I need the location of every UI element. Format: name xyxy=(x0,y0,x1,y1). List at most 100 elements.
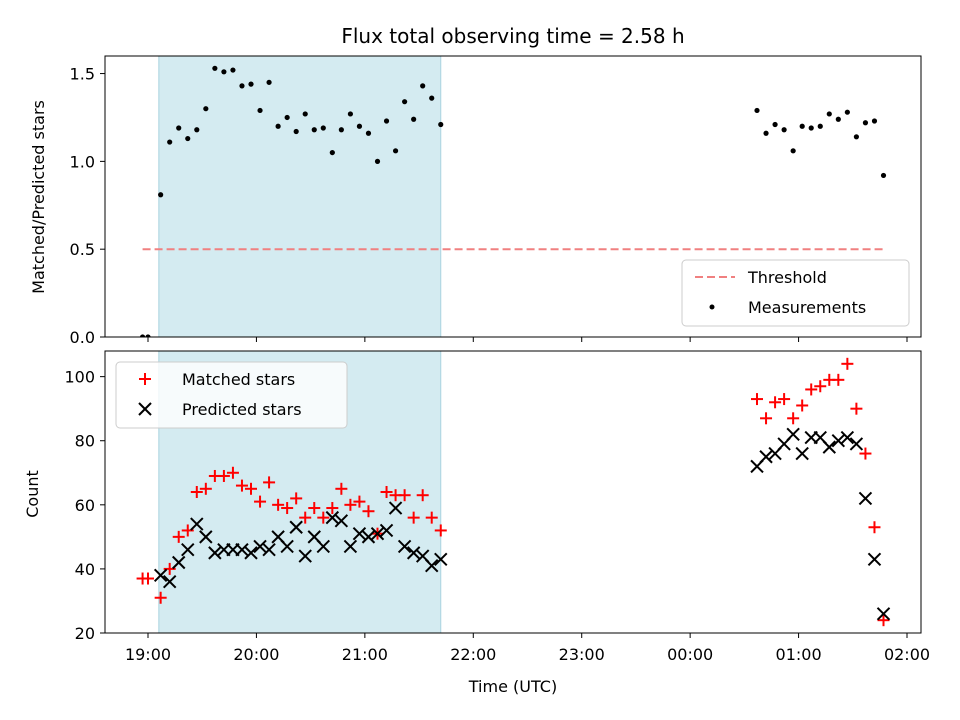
measurement-point xyxy=(338,127,344,133)
x-tick-label: 23:00 xyxy=(559,645,605,664)
matched-star-point xyxy=(190,486,203,498)
predicted-star-point xyxy=(235,542,249,557)
predicted-star-point xyxy=(822,440,836,454)
matched-star-point xyxy=(380,486,393,498)
predicted-star-point xyxy=(325,510,340,525)
measurement-point xyxy=(320,125,326,131)
matched-star-point xyxy=(254,495,267,508)
predicted-star-point xyxy=(289,520,303,534)
predicted-star-point xyxy=(262,542,276,557)
x-tick-label: 22:00 xyxy=(450,645,496,664)
measurement-point xyxy=(799,123,805,129)
measurement-point xyxy=(438,121,444,128)
matched-star-point xyxy=(154,591,167,604)
measurement-point xyxy=(176,125,182,131)
predicted-star-point xyxy=(849,437,864,451)
matched-star-point xyxy=(814,380,827,393)
predicted-star-point xyxy=(162,575,177,589)
measurement-point xyxy=(257,107,263,114)
matched-star-point xyxy=(868,521,881,534)
top-axes-frame xyxy=(104,55,922,338)
measurement-point xyxy=(194,127,200,133)
legend-measurements-label: Measurements xyxy=(748,298,866,317)
matched-star-point xyxy=(299,511,312,524)
bottom-legend-box xyxy=(115,361,348,429)
legend-matched-label: Matched stars xyxy=(182,370,295,389)
predicted-star-point xyxy=(795,446,809,461)
measurement-point xyxy=(781,127,787,133)
measurement-point xyxy=(356,123,363,129)
measurement-point xyxy=(365,130,372,136)
predicted-star-point xyxy=(379,523,394,538)
matched-star-point xyxy=(398,489,411,502)
measurement-point xyxy=(266,79,272,85)
measurement-point xyxy=(275,123,281,129)
matched-star-point xyxy=(290,492,303,505)
matched-star-point xyxy=(226,466,239,479)
legend-measurements-swatch xyxy=(709,304,715,310)
matched-star-point xyxy=(859,447,872,460)
measurement-point xyxy=(420,83,426,89)
matched-star-point xyxy=(850,402,863,415)
matched-star-point xyxy=(172,530,185,543)
legend-predicted-label: Predicted stars xyxy=(182,400,302,419)
matched-star-point xyxy=(142,572,154,585)
x-tick-label: 01:00 xyxy=(776,645,822,664)
measurement-point xyxy=(302,111,308,117)
measurement-point xyxy=(808,125,814,131)
measurement-point xyxy=(167,139,173,145)
bottom-legend: Matched stars Predicted stars xyxy=(115,361,348,429)
predicted-star-point xyxy=(208,546,222,560)
predicted-star-point xyxy=(190,517,204,531)
predicted-star-point xyxy=(786,427,800,442)
predicted-star-point xyxy=(840,430,855,445)
measurement-point xyxy=(392,148,399,154)
predicted-star-point xyxy=(298,549,312,563)
measurement-point xyxy=(763,130,769,136)
matched-star-point xyxy=(751,393,764,406)
matched-star-point xyxy=(778,393,791,406)
matched-star-point xyxy=(841,357,854,370)
chart-title: Flux total observing time = 2.58 h xyxy=(341,24,684,48)
predicted-star-point xyxy=(352,526,367,541)
matched-star-point xyxy=(263,476,276,489)
measurement-point xyxy=(374,158,381,164)
measurement-point xyxy=(230,67,236,73)
predicted-star-point xyxy=(199,530,213,544)
measurement-point xyxy=(772,121,778,128)
matched-star-point xyxy=(326,502,339,515)
bottom-y-tick-label: 80 xyxy=(75,432,95,451)
bottom-y-tick-label: 60 xyxy=(75,496,95,515)
measurement-point xyxy=(826,111,832,117)
predicted-star-point xyxy=(434,552,448,567)
top-panel: 0.0 0.5 1.0 1.5 Matched/Predicted stars Thr… xyxy=(29,55,922,347)
matched-star-point xyxy=(235,479,248,492)
measurement-point xyxy=(329,149,335,156)
predicted-star-point xyxy=(759,450,773,464)
measurement-point xyxy=(844,109,850,115)
measurement-point xyxy=(239,83,245,89)
top-y-tick-label: 0.5 xyxy=(70,240,95,259)
measurement-point xyxy=(402,99,408,105)
measurement-point xyxy=(203,106,209,112)
x-tick-label: 02:00 xyxy=(884,645,930,664)
legend-matched-swatch xyxy=(139,373,151,385)
predicted-star-point xyxy=(867,552,882,567)
x-axis-label: Time (UTC) xyxy=(468,677,557,696)
measurement-point xyxy=(754,107,760,114)
legend-predicted-swatch xyxy=(138,402,152,416)
measurement-point xyxy=(411,116,417,122)
measurement-point xyxy=(293,128,299,135)
matched-star-point xyxy=(434,524,447,537)
measurement-point xyxy=(248,81,254,87)
top-highlight-span xyxy=(158,56,441,337)
predicted-star-point xyxy=(876,607,891,621)
bottom-axes-frame xyxy=(104,350,922,634)
x-tick-label: 00:00 xyxy=(667,645,713,664)
predicted-star-point xyxy=(244,546,258,560)
bottom-y-axis-label: Count xyxy=(23,470,42,518)
matched-star-point xyxy=(832,373,845,386)
x-tick-label: 20:00 xyxy=(233,645,279,664)
predicted-star-point xyxy=(334,514,349,528)
top-legend-box xyxy=(681,259,910,327)
